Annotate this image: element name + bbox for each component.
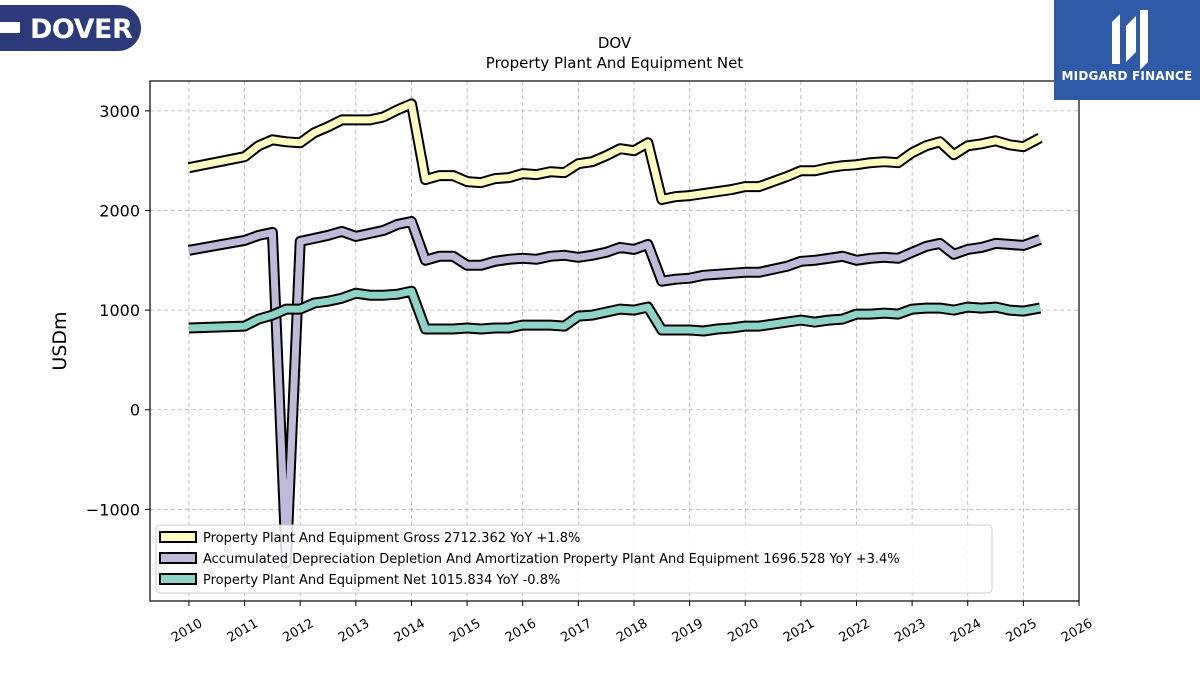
chart-title: DOV: [598, 34, 632, 52]
series-line: [188, 218, 1042, 567]
legend-swatch: [159, 573, 197, 585]
y-tick-label: 0: [130, 401, 140, 420]
x-tick-label: 2023: [892, 616, 928, 646]
midgard-logo-text: MIDGARD FINANCE: [1061, 69, 1193, 83]
x-tick-label: 2012: [280, 616, 316, 646]
legend-label: Property Plant And Equipment Gross 2712.…: [203, 531, 580, 546]
x-tick-label: 2020: [725, 616, 761, 646]
x-tick-label: 2022: [837, 616, 873, 646]
x-tick-label: 2019: [670, 616, 706, 646]
x-tick-label: 2015: [447, 616, 483, 646]
midgard-finance-logo: MIDGARD FINANCE: [1054, 0, 1200, 100]
y-tick-label: −1000: [86, 500, 140, 519]
x-tick-label: 2018: [614, 616, 650, 646]
x-tick-label: 2011: [225, 616, 261, 646]
legend-label: Property Plant And Equipment Net 1015.83…: [203, 573, 560, 588]
y-tick-label: 1000: [99, 301, 140, 320]
x-tick-label: 2021: [781, 616, 817, 646]
dover-logo-shape: [0, 5, 141, 51]
x-tick-label: 2016: [503, 616, 539, 646]
series-line: [188, 287, 1041, 335]
legend-swatch: [159, 531, 197, 543]
legend-label: Accumulated Depreciation Depletion And A…: [203, 552, 900, 567]
x-tick-label: 2024: [948, 616, 984, 646]
x-tick-label: 2013: [336, 616, 372, 646]
x-tick-label: 2026: [1059, 616, 1095, 646]
legend-box: [155, 524, 993, 594]
chart-subtitle: Property Plant And Equipment Net: [486, 54, 743, 72]
legend-swatch: [159, 552, 197, 564]
x-tick-label: 2017: [559, 616, 595, 646]
x-tick-label: 2010: [169, 616, 205, 646]
y-tick-label: 2000: [99, 202, 140, 221]
y-axis-label: USDm: [49, 311, 71, 370]
dover-logo-text: DOVER: [30, 14, 133, 45]
plot-frame: [149, 80, 1080, 602]
y-tick-label: 3000: [99, 102, 140, 121]
midgard-mark-icon: [1112, 10, 1148, 70]
x-tick-label: 2014: [392, 616, 428, 646]
x-tick-label: 2025: [1004, 616, 1040, 646]
dover-logo: DOVER: [0, 5, 142, 51]
series-line: [188, 100, 1042, 203]
